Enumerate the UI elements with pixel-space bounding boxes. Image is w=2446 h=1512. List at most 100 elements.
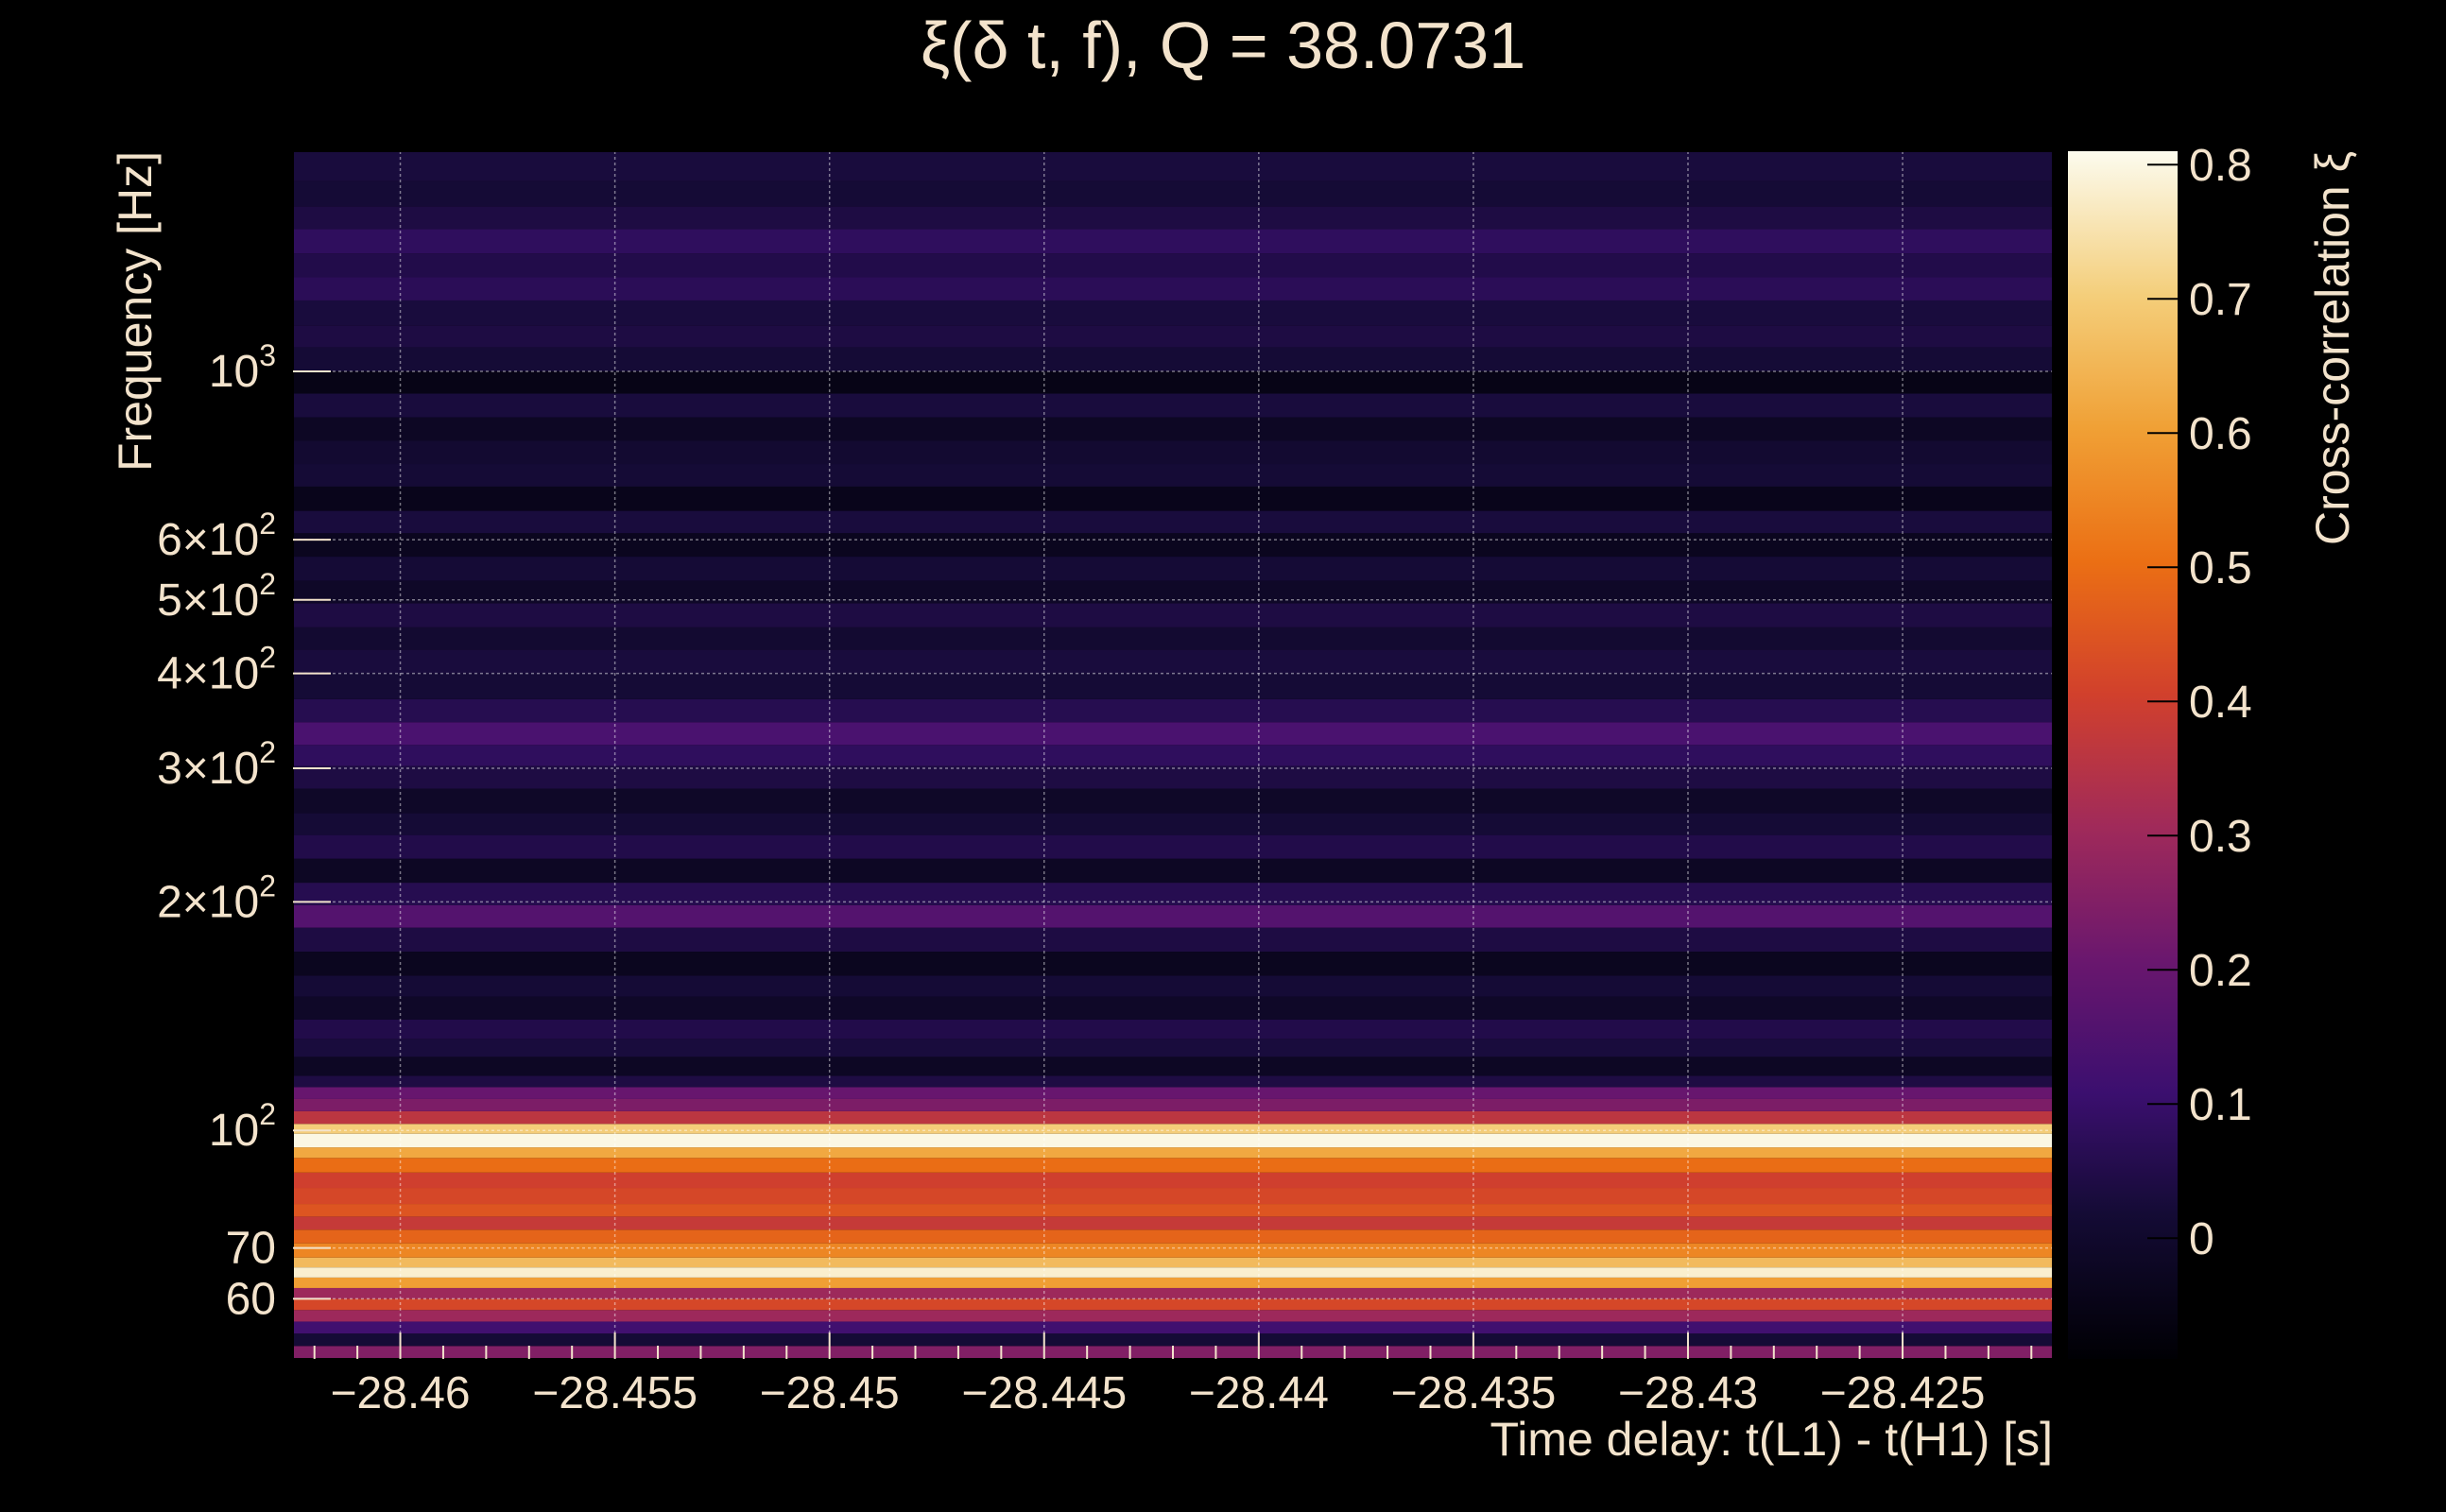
chart-title: ξ(δ t, f), Q = 38.0731	[921, 9, 1525, 82]
colorbar-tick-label: 0.1	[2189, 1080, 2252, 1130]
colorbar-tick-label: 0	[2189, 1214, 2214, 1264]
heatmap-band	[293, 975, 2053, 997]
heatmap-band	[293, 904, 2053, 928]
heatmap-band	[293, 765, 2053, 789]
heatmap-band	[293, 1287, 2053, 1299]
heatmap-band	[293, 510, 2053, 534]
heatmap-band	[293, 1124, 2053, 1134]
heatmap-band	[293, 858, 2053, 884]
x-axis: −28.46 −28.455 −28.45 −28.445 −28.44 −28.435 −…	[313, 1332, 2033, 1418]
y-tick-label: 3×102	[157, 735, 276, 794]
heatmap-band	[293, 952, 2053, 976]
heatmap-band	[293, 883, 2053, 905]
heatmap-band	[293, 370, 2053, 394]
y-tick-base: 10	[209, 347, 259, 397]
y-tick-exponent: 2	[259, 567, 276, 601]
heatmap-band	[293, 1133, 2053, 1148]
heatmap-band	[293, 300, 2053, 326]
grid-lines	[293, 151, 2053, 1359]
y-tick-base: 2×10	[157, 877, 259, 927]
heatmap-band	[293, 603, 2053, 627]
heatmap-band	[293, 253, 2053, 278]
heatmap-band	[293, 1298, 2053, 1311]
colorbar-label: Cross-correlation ξ	[2306, 151, 2359, 545]
heatmap-band	[293, 417, 2053, 441]
x-tick-label: −28.45	[760, 1368, 900, 1418]
heatmap-band	[293, 1098, 2053, 1111]
heatmap-band	[293, 486, 2053, 511]
y-tick-base: 5×10	[157, 576, 259, 626]
y-tick-base: 4×10	[157, 649, 259, 699]
heatmap-band	[293, 1019, 2053, 1040]
colorbar-tick-label: 0.5	[2189, 543, 2252, 593]
heatmap-band	[293, 1039, 2053, 1057]
heatmap-band	[293, 557, 2053, 581]
heatmap-band	[293, 1188, 2053, 1205]
heatmap-band	[293, 440, 2053, 465]
y-tick-exponent: 3	[259, 338, 276, 372]
heatmap-band	[293, 1267, 2053, 1278]
y-tick-label: 103	[209, 338, 276, 397]
heatmap-band	[293, 1172, 2053, 1189]
y-tick-exponent: 2	[259, 868, 276, 902]
y-tick-label: 2×102	[157, 868, 276, 927]
heatmap-band	[293, 927, 2053, 953]
heatmap-band	[293, 1057, 2053, 1076]
heatmap-band	[293, 745, 2053, 766]
colorbar-tick-label: 0.3	[2189, 812, 2252, 862]
x-axis-label: Time delay: t(L1) - t(H1) [s]	[1490, 1413, 2053, 1466]
heatmap-band	[293, 580, 2053, 604]
y-tick-exponent: 2	[259, 641, 276, 675]
y-tick-exponent: 2	[259, 735, 276, 769]
x-tick-label: −28.46	[330, 1368, 470, 1418]
y-tick-base: 10	[209, 1106, 259, 1156]
heatmap-band	[293, 206, 2053, 230]
y-tick-base: 3×10	[157, 744, 259, 794]
x-tick-label: −28.435	[1390, 1368, 1556, 1418]
heatmap-band	[293, 347, 2053, 371]
y-axis-label: Frequency [Hz]	[109, 151, 162, 472]
heatmap-band	[293, 229, 2053, 254]
heatmap-band	[293, 277, 2053, 301]
heatmap-band	[293, 1158, 2053, 1173]
heatmap-band	[293, 1087, 2053, 1099]
colorbar	[2068, 151, 2178, 1359]
x-tick-label: −28.44	[1189, 1368, 1329, 1418]
y-tick-label: 102	[209, 1097, 276, 1156]
heatmap-band	[293, 722, 2053, 746]
y-tick-label: 5×102	[157, 567, 276, 626]
y-tick-base: 6×10	[157, 515, 259, 565]
heatmap-band	[293, 180, 2053, 207]
heatmap-band	[293, 813, 2053, 835]
heatmap-band	[293, 1229, 2053, 1244]
heatmap-band	[293, 1147, 2053, 1159]
y-tick-label: 60	[226, 1274, 276, 1324]
x-tick-label: −28.455	[532, 1368, 698, 1418]
y-tick-exponent: 2	[259, 507, 276, 541]
heatmap-band	[293, 1321, 2053, 1334]
heatmap-band	[293, 1310, 2053, 1322]
heatmap-band	[293, 393, 2053, 418]
heatmap-band	[293, 533, 2053, 558]
colorbar-tick-label: 0.2	[2189, 946, 2252, 996]
colorbar-tick-label: 0.7	[2189, 275, 2252, 325]
heatmap-band	[293, 996, 2053, 1020]
heatmap-band	[293, 788, 2053, 814]
heatmap-band	[293, 325, 2053, 348]
heatmap-band	[293, 1257, 2053, 1268]
y-tick-label: 4×102	[157, 641, 276, 699]
y-tick-label: 6×102	[157, 507, 276, 565]
colorbar-tick-label: 0.8	[2189, 141, 2252, 191]
y-tick-exponent: 2	[259, 1097, 276, 1131]
heatmap-band	[293, 151, 2053, 181]
colorbar-axis: 0 0.1 0.2 0.3 0.4 0.5 0.6 0.7 0.8	[2147, 141, 2252, 1264]
heatmap-band	[293, 1243, 2053, 1258]
heatmap-band	[293, 673, 2053, 699]
heatmap-band	[293, 627, 2053, 650]
heatmap-band	[293, 1110, 2053, 1125]
heatmap-band	[293, 649, 2053, 674]
y-tick-label: 70	[226, 1224, 276, 1274]
heatmap-band	[293, 1204, 2053, 1217]
heatmap	[293, 151, 2053, 1359]
